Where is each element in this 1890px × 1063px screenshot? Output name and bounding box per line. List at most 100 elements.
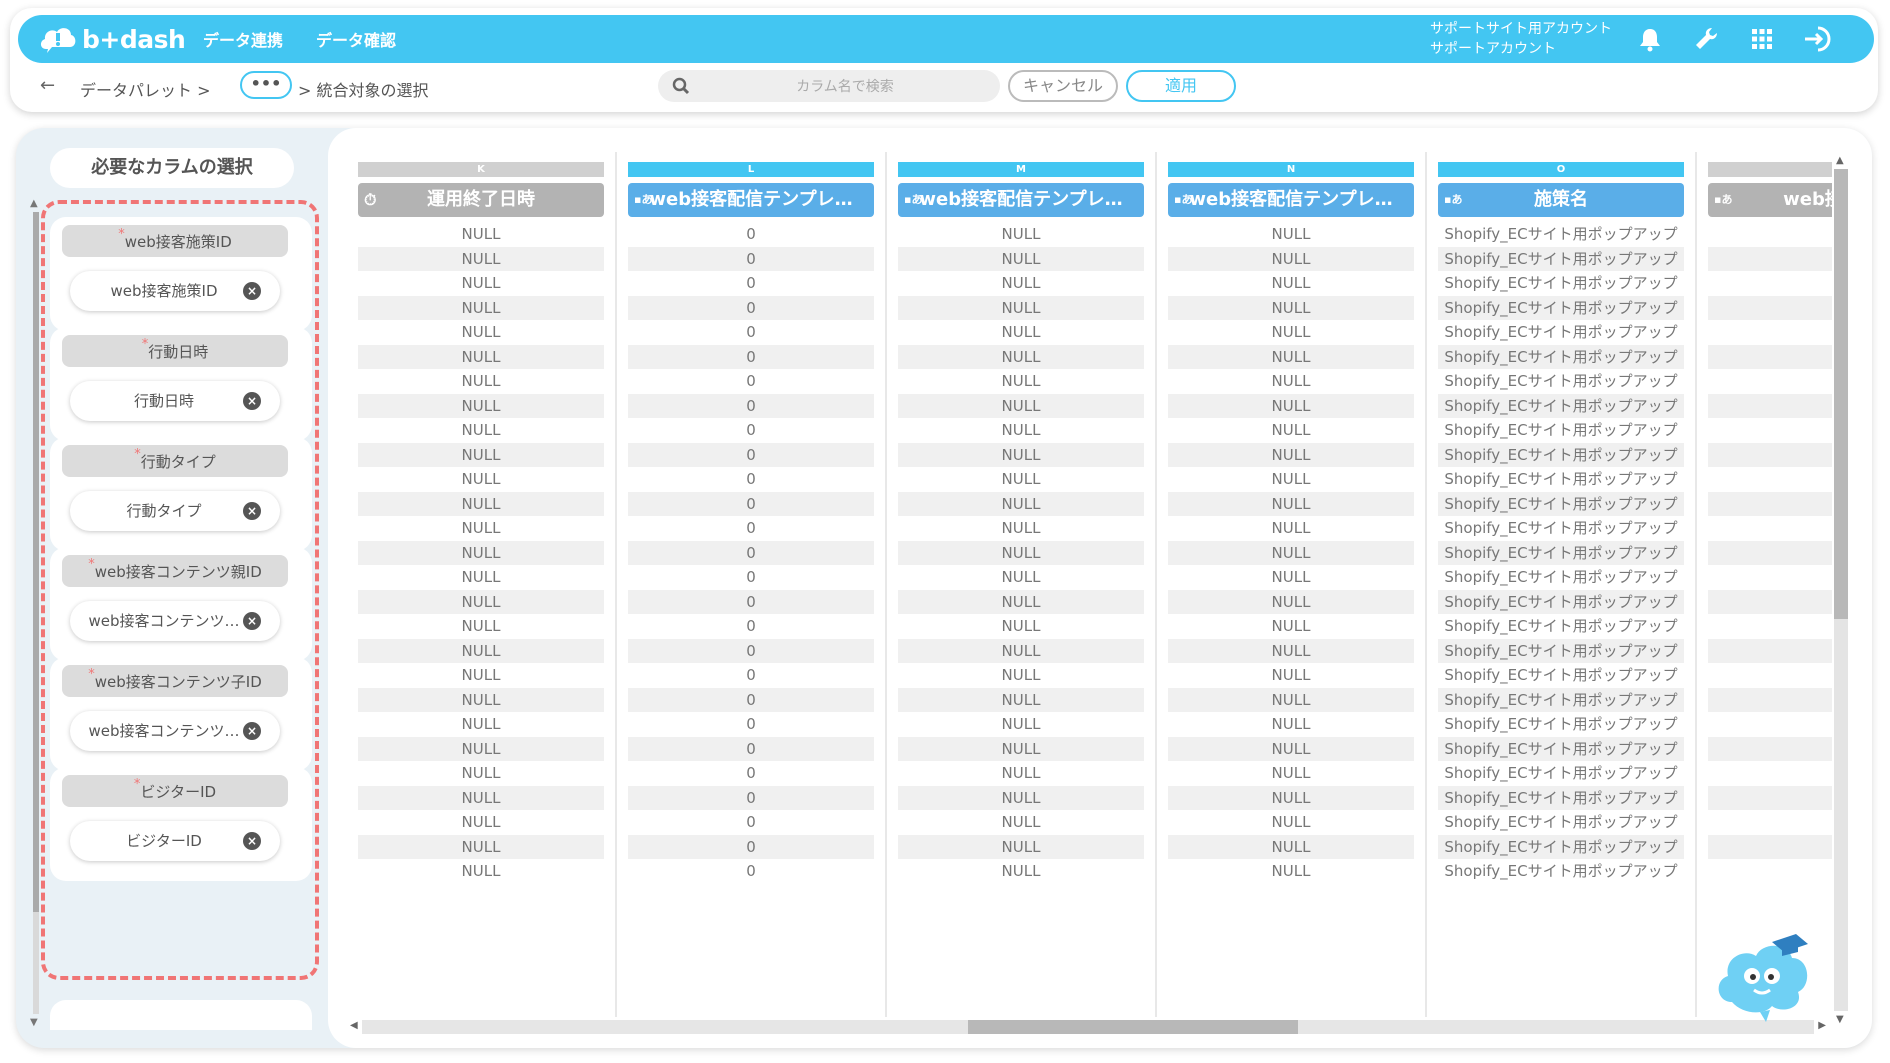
selected-column-chip[interactable]: web接客コンテンツ… × [70,711,280,751]
grid-cell[interactable]: NULL [898,271,1144,296]
grid-cell[interactable] [1708,222,1832,247]
grid-cell[interactable]: NULL [898,540,1144,566]
grid-cell[interactable]: NULL [1168,761,1414,786]
logo[interactable]: b+dash [38,19,186,59]
grid-cell[interactable]: NULL [898,834,1144,860]
grid-vscroll-thumb[interactable] [1834,169,1848,619]
grid-cell[interactable] [1708,369,1832,394]
remove-chip-icon[interactable]: × [243,282,261,300]
grid-cell[interactable]: NULL [358,369,604,394]
grid-cell[interactable]: NULL [358,761,604,786]
grid-cell[interactable]: Shopify_ECサイト用ポップアップ [1438,638,1684,664]
grid-cell[interactable] [1708,859,1832,884]
grid-cell[interactable]: Shopify_ECサイト用ポップアップ [1438,418,1684,443]
grid-cell[interactable]: NULL [1168,810,1414,835]
grid-cell[interactable] [1708,712,1832,737]
column-header[interactable]: ▪あ web接客配信テンプレ… [628,183,874,217]
grid-cell[interactable] [1708,565,1832,590]
column-header[interactable]: ▪あ 施策名 [1438,183,1684,217]
grid-cell[interactable]: 0 [628,369,874,394]
grid-cell[interactable]: Shopify_ECサイト用ポップアップ [1438,663,1684,688]
grid-cell[interactable]: Shopify_ECサイト用ポップアップ [1438,442,1684,468]
grid-cell[interactable]: Shopify_ECサイト用ポップアップ [1438,320,1684,345]
grid-cell[interactable]: Shopify_ECサイト用ポップアップ [1438,344,1684,370]
grid-cell[interactable]: Shopify_ECサイト用ポップアップ [1438,736,1684,762]
grid-cell[interactable]: NULL [1168,295,1414,321]
grid-cell[interactable]: 0 [628,393,874,419]
grid-cell[interactable]: NULL [898,736,1144,762]
grid-column[interactable]: M ▪あ web接客配信テンプレ… NULL NULL NULL NULL NULL NULL N… [888,152,1152,1017]
grid-cell[interactable]: NULL [358,565,604,590]
grid-cell[interactable]: NULL [898,589,1144,615]
grid-cell[interactable]: 0 [628,638,874,664]
grid-cell[interactable]: Shopify_ECサイト用ポップアップ [1438,712,1684,737]
grid-column[interactable]: O ▪あ 施策名 Shopify_ECサイト用ポップアップ Shopify_ECサイト用… [1428,152,1692,1017]
grid-cell[interactable]: 0 [628,565,874,590]
grid-cell[interactable] [1708,834,1832,860]
grid-cell[interactable]: Shopify_ECサイト用ポップアップ [1438,810,1684,835]
grid-cell[interactable]: 0 [628,344,874,370]
grid-cell[interactable] [1708,663,1832,688]
grid-cell[interactable]: Shopify_ECサイト用ポップアップ [1438,859,1684,884]
grid-cell[interactable]: NULL [898,614,1144,639]
grid-cell[interactable] [1708,467,1832,492]
grid-cell[interactable]: NULL [898,369,1144,394]
grid-cell[interactable]: 0 [628,834,874,860]
grid-cell[interactable]: Shopify_ECサイト用ポップアップ [1438,369,1684,394]
grid-cell[interactable]: 0 [628,271,874,296]
grid-cell[interactable]: NULL [1168,785,1414,811]
mascot-help-icon[interactable] [1712,922,1816,1022]
grid-cell[interactable]: Shopify_ECサイト用ポップアップ [1438,491,1684,517]
grid-cell[interactable]: 0 [628,589,874,615]
grid-cell[interactable]: NULL [358,736,604,762]
grid-cell[interactable]: NULL [898,344,1144,370]
remove-chip-icon[interactable]: × [243,502,261,520]
remove-chip-icon[interactable]: × [243,832,261,850]
grid-cell[interactable]: 0 [628,516,874,541]
grid-cell[interactable] [1708,687,1832,713]
grid-cell[interactable] [1708,589,1832,615]
grid-cell[interactable]: Shopify_ECサイト用ポップアップ [1438,295,1684,321]
grid-cell[interactable]: NULL [358,810,604,835]
grid-cell[interactable]: 0 [628,859,874,884]
grid-cell[interactable]: NULL [898,320,1144,345]
grid-horizontal-scrollbar[interactable]: ◀ ▶ [348,1016,1828,1034]
grid-cell[interactable]: 0 [628,320,874,345]
grid-cell[interactable]: NULL [1168,369,1414,394]
left-scrollbar-thumb[interactable] [33,212,39,912]
grid-cell[interactable]: NULL [1168,491,1414,517]
wrench-icon[interactable] [1692,25,1720,53]
grid-cell[interactable]: NULL [358,540,604,566]
breadcrumb-more-button[interactable]: ••• [240,71,292,99]
grid-cell[interactable]: NULL [1168,663,1414,688]
remove-chip-icon[interactable]: × [243,612,261,630]
grid-cell[interactable]: NULL [898,295,1144,321]
grid-cell[interactable]: 0 [628,540,874,566]
grid-cell[interactable]: NULL [1168,834,1414,860]
grid-cell[interactable]: NULL [1168,271,1414,296]
scroll-up-icon[interactable]: ▲ [1836,155,1844,166]
grid-cell[interactable]: NULL [1168,222,1414,247]
grid-cell[interactable]: NULL [1168,638,1414,664]
grid-cell[interactable] [1708,785,1832,811]
grid-cell[interactable]: 0 [628,663,874,688]
grid-cell[interactable]: NULL [1168,859,1414,884]
grid-cell[interactable]: NULL [898,810,1144,835]
grid-column[interactable]: L ▪あ web接客配信テンプレ… 0 0 0 0 0 0 0 0 0 0 0 0 0 0 0 0 0 0 0 0 0 0 0 0 0… [618,152,882,1017]
cancel-button[interactable]: キャンセル [1008,70,1118,102]
grid-cell[interactable]: 0 [628,810,874,835]
grid-cell[interactable]: NULL [358,638,604,664]
grid-cell[interactable]: NULL [898,663,1144,688]
grid-cell[interactable]: NULL [358,271,604,296]
grid-cell[interactable]: NULL [1168,418,1414,443]
grid-cell[interactable]: 0 [628,295,874,321]
grid-cell[interactable]: 0 [628,222,874,247]
column-search-input[interactable] [698,70,992,104]
scroll-down-icon[interactable]: ▼ [1836,1014,1844,1025]
grid-cell[interactable] [1708,320,1832,345]
grid-cell[interactable]: 0 [628,467,874,492]
grid-cell[interactable]: 0 [628,614,874,639]
grid-cell[interactable]: NULL [1168,393,1414,419]
grid-cell[interactable]: Shopify_ECサイト用ポップアップ [1438,246,1684,272]
grid-cell[interactable]: NULL [358,589,604,615]
